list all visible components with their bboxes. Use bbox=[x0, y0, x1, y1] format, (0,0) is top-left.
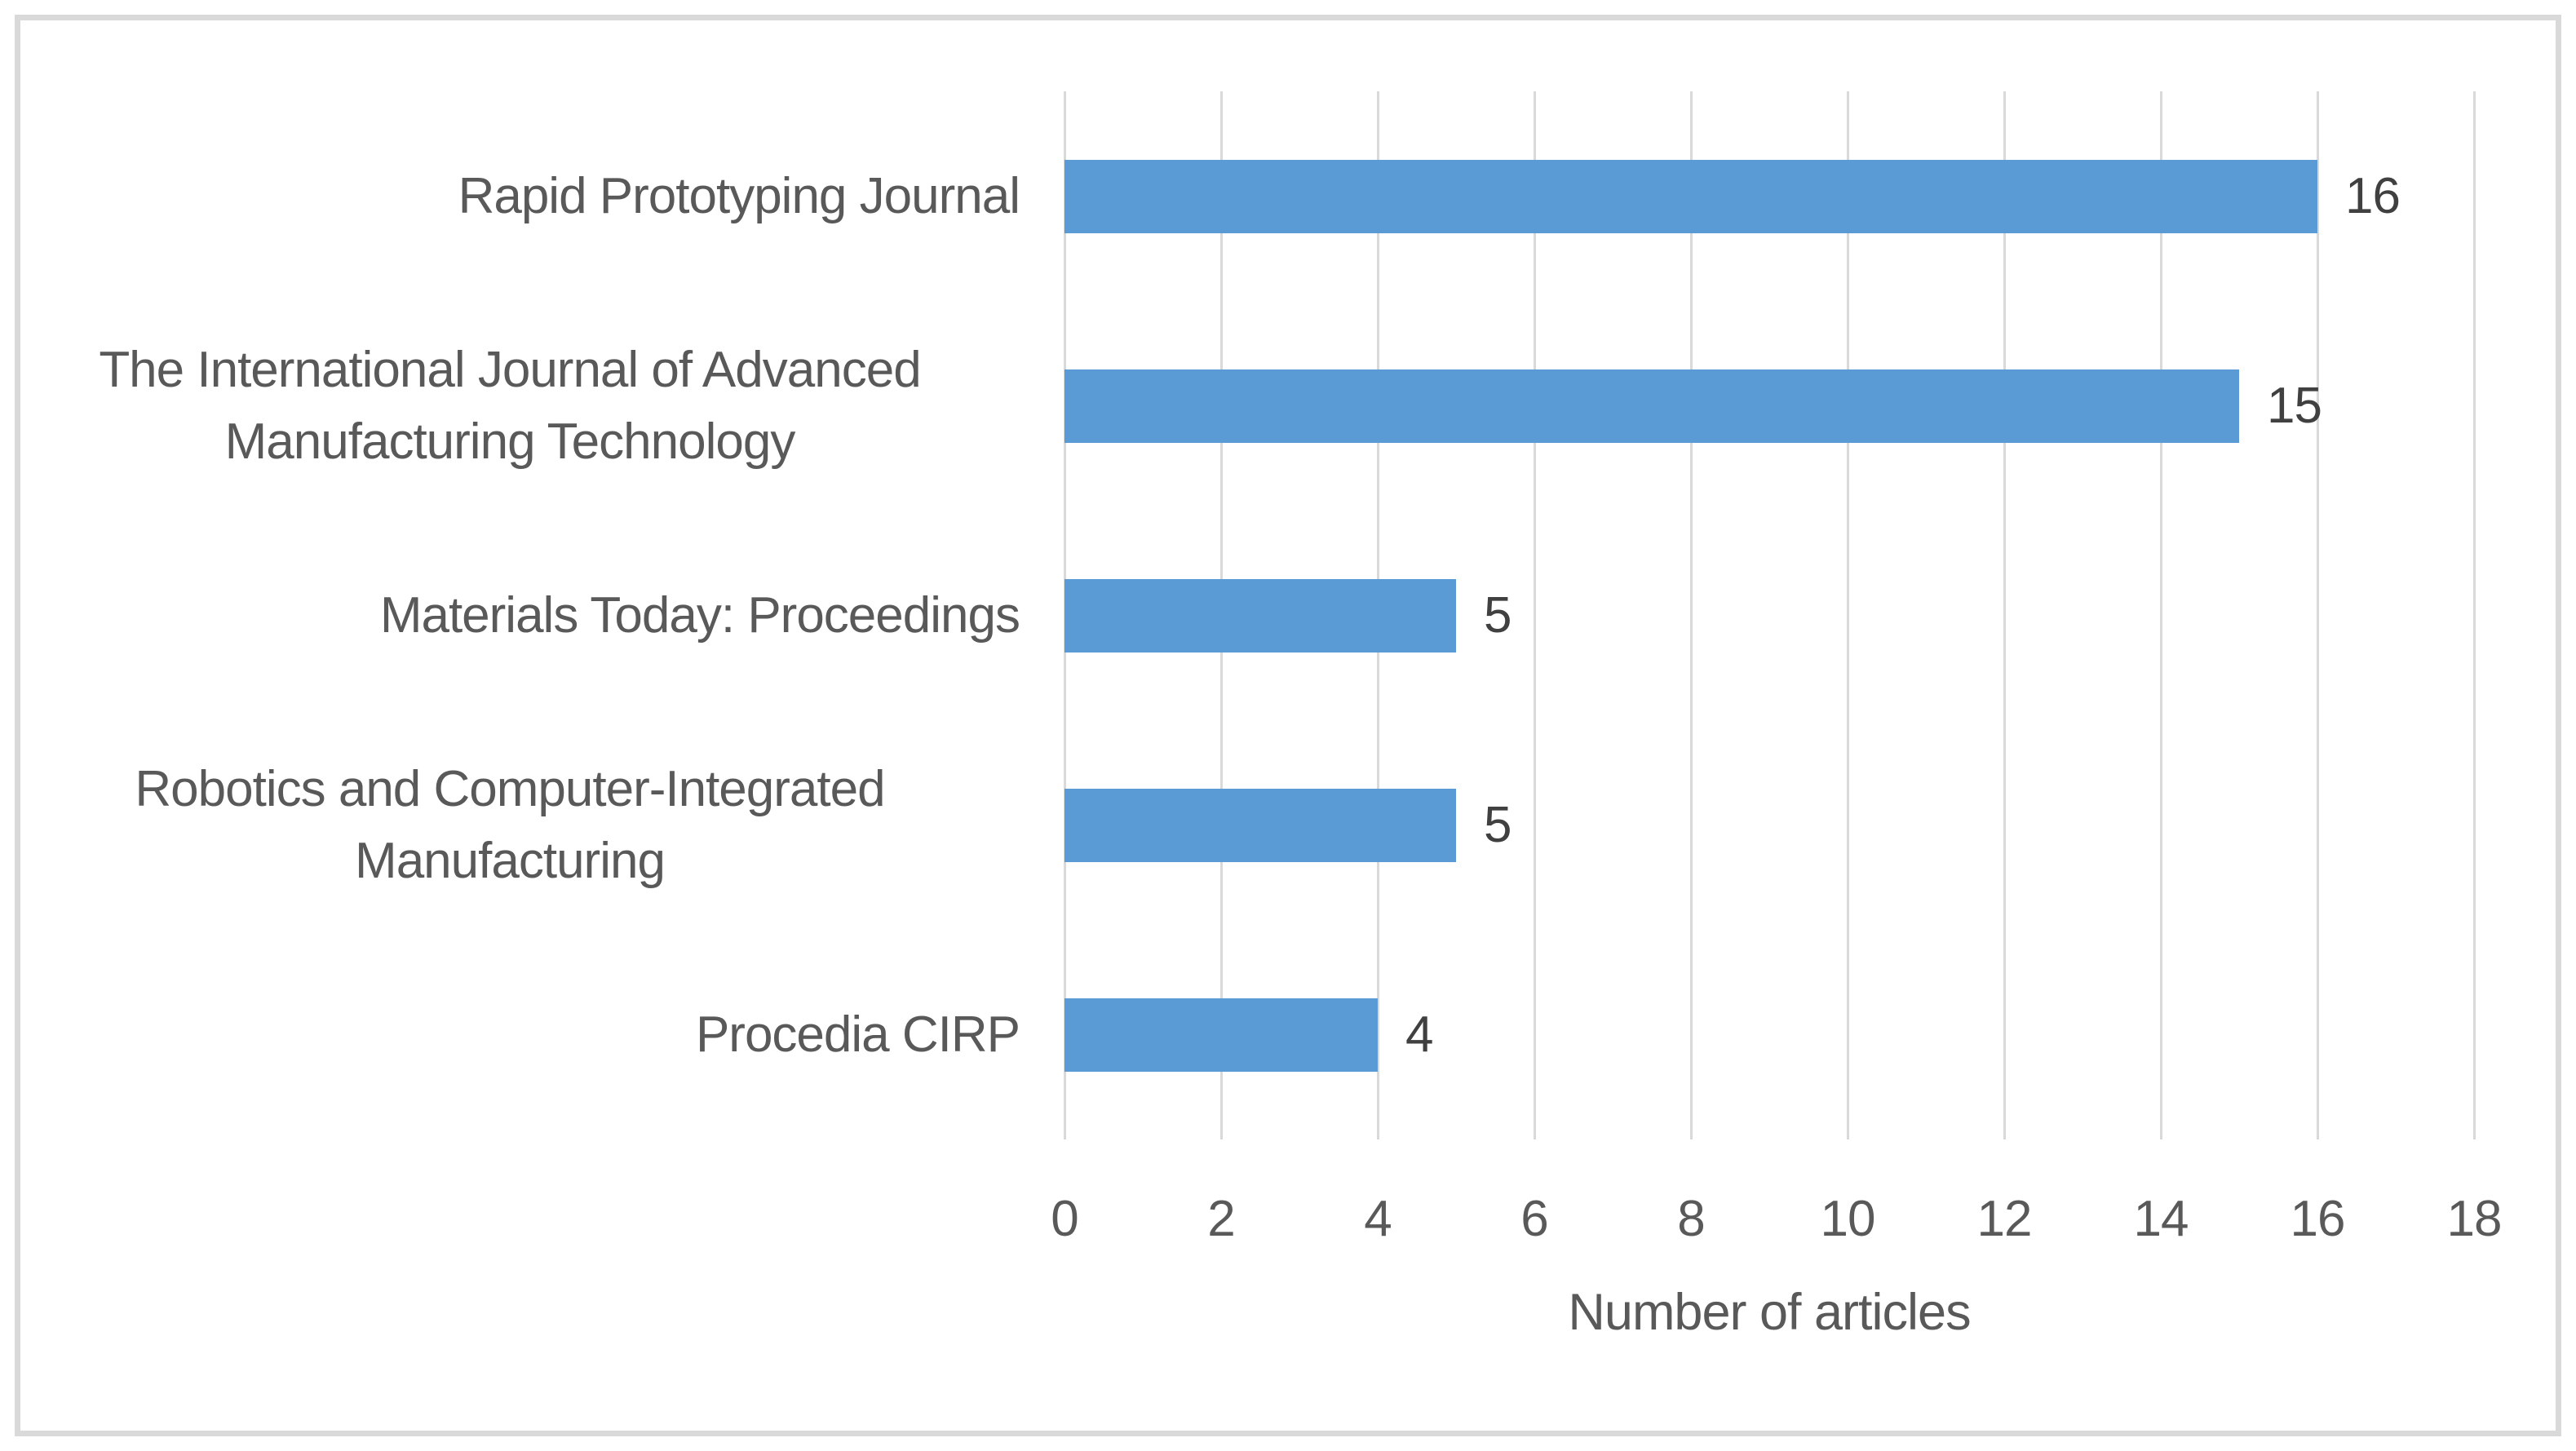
category-label: The International Journal of Advanced Ma… bbox=[99, 341, 921, 470]
vertical-gridline bbox=[1534, 91, 1536, 1139]
category-label: Materials Today: Proceedings bbox=[379, 586, 1020, 644]
bar-value-label: 16 bbox=[2345, 167, 2401, 224]
x-axis-title: Number of articles bbox=[1568, 1284, 1971, 1341]
bar bbox=[1064, 788, 1456, 862]
x-axis-tick-label: 10 bbox=[1820, 1191, 1876, 1247]
bar bbox=[1064, 578, 1456, 653]
bar-value-label: 4 bbox=[1405, 1006, 1433, 1063]
bar bbox=[1064, 998, 1378, 1072]
x-axis-tick-label: 6 bbox=[1520, 1191, 1548, 1247]
vertical-gridline bbox=[2317, 91, 2319, 1139]
bar bbox=[1064, 369, 2239, 443]
category-label: Procedia CIRP bbox=[695, 1006, 1020, 1063]
bar bbox=[1064, 159, 2317, 233]
bar-value-label: 5 bbox=[1484, 586, 1512, 644]
vertical-gridline bbox=[1690, 91, 1693, 1139]
vertical-gridline bbox=[2160, 91, 2162, 1139]
x-axis-tick-label: 18 bbox=[2446, 1191, 2503, 1247]
bar-value-label: 5 bbox=[1484, 796, 1512, 853]
bar-value-label: 15 bbox=[2267, 377, 2322, 434]
x-axis-tick-label: 16 bbox=[2290, 1191, 2346, 1247]
x-axis-tick-label: 0 bbox=[1051, 1191, 1078, 1247]
x-axis-tick-label: 14 bbox=[2133, 1191, 2189, 1247]
vertical-gridline bbox=[1847, 91, 1849, 1139]
vertical-gridline bbox=[2473, 91, 2476, 1139]
x-axis-tick-label: 12 bbox=[1976, 1191, 2033, 1247]
x-axis-tick-label: 4 bbox=[1364, 1191, 1392, 1247]
vertical-gridline bbox=[2003, 91, 2006, 1139]
category-label: Robotics and Computer-Integrated Manufac… bbox=[135, 760, 885, 889]
category-label: Rapid Prototyping Journal bbox=[458, 167, 1020, 224]
x-axis-tick-label: 2 bbox=[1207, 1191, 1235, 1247]
x-axis-tick-label: 8 bbox=[1677, 1191, 1705, 1247]
